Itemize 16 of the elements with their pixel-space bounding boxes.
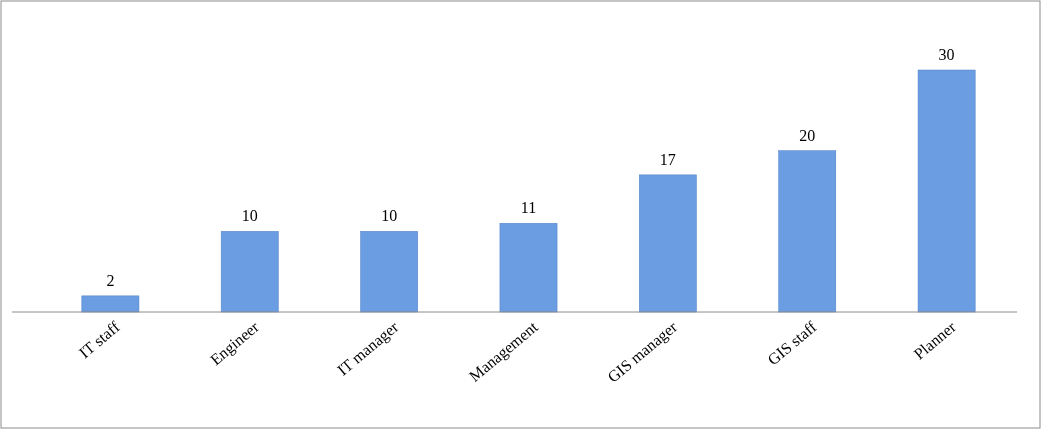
data-label: 11 xyxy=(520,199,537,217)
bar xyxy=(778,150,837,313)
bar xyxy=(81,295,140,313)
x-tick-label: IT staff xyxy=(75,317,124,362)
bar xyxy=(220,231,279,313)
data-label: 30 xyxy=(938,46,955,63)
data-label: 2 xyxy=(106,271,115,289)
bar xyxy=(639,174,697,313)
bar xyxy=(917,69,976,313)
data-label: 20 xyxy=(799,126,816,144)
bar xyxy=(499,223,558,313)
data-label: 10 xyxy=(241,207,258,225)
x-tick-label: GIS staff xyxy=(764,317,821,369)
bar xyxy=(360,231,418,313)
data-label: 10 xyxy=(381,207,398,225)
data-label: 17 xyxy=(659,150,676,168)
